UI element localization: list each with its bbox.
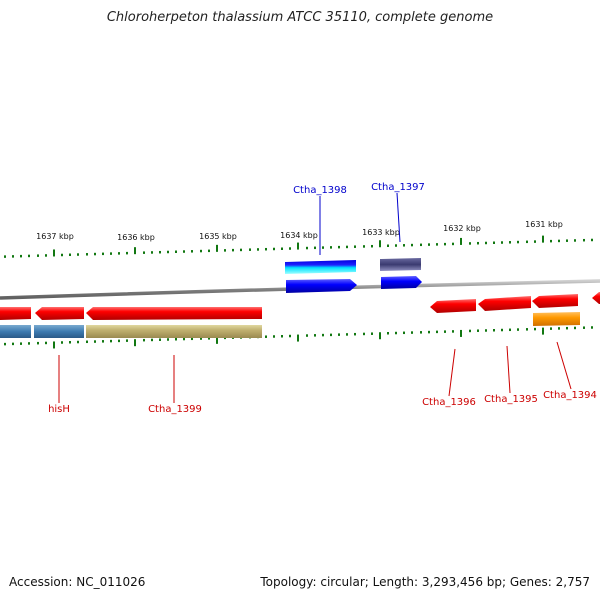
gene-label-hisH[interactable]: hisH xyxy=(48,404,70,415)
gene-label-ctha-1394[interactable]: Ctha_1394 xyxy=(543,390,597,401)
page-title: Chloroherpeton thalassium ATCC 35110, co… xyxy=(106,10,494,25)
gene-label-ctha-1399[interactable]: Ctha_1399 xyxy=(148,404,202,415)
gene-label-ctha-1397[interactable]: Ctha_1397 xyxy=(371,182,425,193)
gene-label-ctha-1395[interactable]: Ctha_1395 xyxy=(484,394,538,405)
feature-ctha-1398-gene[interactable] xyxy=(286,279,357,293)
scale-label-1635: 1635 kbp xyxy=(199,232,237,241)
feature-ctha-1397-gene[interactable] xyxy=(381,276,422,289)
feature-next-gene-partial[interactable] xyxy=(592,292,600,304)
genome-summary-text: Topology: circular; Length: 3,293,456 bp… xyxy=(260,575,590,589)
scale-label-1632: 1632 kbp xyxy=(443,224,481,233)
feature-ctha-1395-gene[interactable] xyxy=(478,296,531,311)
feature-hisH-gene[interactable] xyxy=(35,307,84,320)
feature-hisH-domain[interactable] xyxy=(34,325,84,338)
scale-label-1636: 1636 kbp xyxy=(117,233,155,242)
gene-label-ctha-1396[interactable]: Ctha_1396 xyxy=(422,397,476,408)
feature-ctha-1394-domain[interactable] xyxy=(533,312,580,326)
scale-label-1637: 1637 kbp xyxy=(36,232,74,241)
feature-ctha-1399-domain[interactable] xyxy=(86,325,262,338)
feature-ctha-1399-gene[interactable] xyxy=(86,307,262,320)
feature-ctha-1396-gene[interactable] xyxy=(430,299,476,313)
accession-text: Accession: NC_011026 xyxy=(9,575,146,589)
feature-ctha-1398-domain[interactable] xyxy=(285,260,356,274)
feature-ctha-1394-gene[interactable] xyxy=(532,294,578,308)
callout-line-ctha-1395 xyxy=(506,345,511,394)
scale-label-1631: 1631 kbp xyxy=(525,220,563,229)
callout-line-ctha-1396 xyxy=(448,348,456,397)
scale-label-1634: 1634 kbp xyxy=(280,231,318,240)
scale-ticks xyxy=(4,235,593,349)
callout-line-ctha-1394 xyxy=(556,341,572,390)
scale-label-1633: 1633 kbp xyxy=(362,228,400,237)
gene-label-ctha-1398[interactable]: Ctha_1398 xyxy=(293,185,347,196)
callout-line-ctha-1397 xyxy=(396,192,401,243)
feature-ctha-1397-domain[interactable] xyxy=(380,258,421,271)
feature-left-partial-domain[interactable] xyxy=(0,325,31,338)
feature-left-partial-gene[interactable] xyxy=(0,307,31,320)
